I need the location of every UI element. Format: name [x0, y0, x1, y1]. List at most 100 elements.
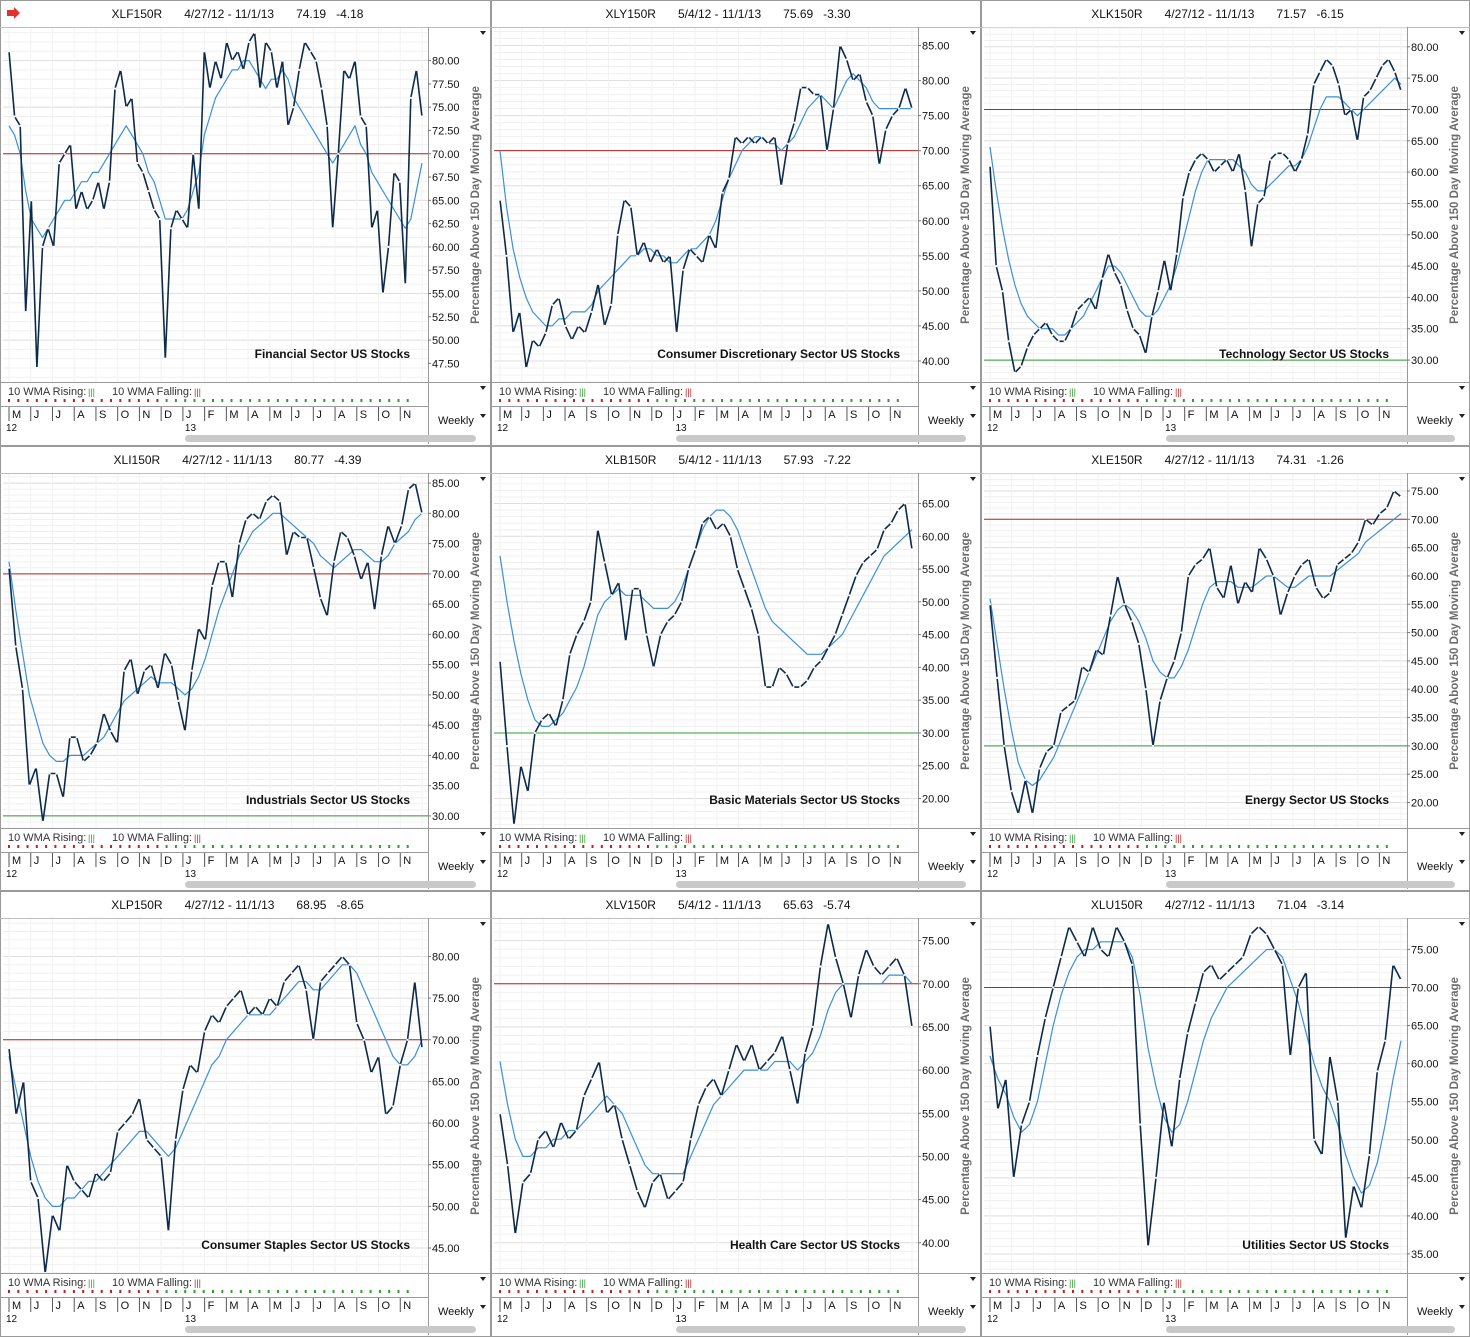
- data-point: [636, 254, 639, 257]
- data-point: [292, 530, 295, 533]
- wma-signal-dot: [859, 1290, 862, 1293]
- data-point: [533, 731, 536, 734]
- data-point: [377, 1055, 380, 1058]
- data-point: [164, 357, 167, 360]
- dropdown-triangle-icon[interactable]: [970, 1277, 976, 1281]
- panel-frame: [491, 0, 981, 446]
- dropdown-triangle-icon[interactable]: [1459, 477, 1465, 481]
- dropdown-triangle-icon[interactable]: [480, 386, 486, 390]
- wma-signal-dot: [1164, 1290, 1167, 1293]
- wma-signal-dot: [1118, 399, 1121, 402]
- horizontal-scrollbar[interactable]: [185, 435, 476, 442]
- wma-signal-dot: [1044, 399, 1047, 402]
- weekly-selector[interactable]: Weekly: [1417, 1306, 1453, 1318]
- dropdown-triangle-icon[interactable]: [480, 832, 486, 836]
- dropdown-triangle-icon[interactable]: [970, 922, 976, 926]
- data-point: [1258, 546, 1261, 549]
- wma-signal-dot: [1275, 845, 1277, 848]
- wma-signal-dot: [813, 845, 816, 848]
- data-point: [138, 1097, 141, 1100]
- data-point: [1275, 152, 1278, 155]
- rising-swatch: |||: [1069, 387, 1076, 397]
- horizontal-scrollbar[interactable]: [676, 1326, 966, 1333]
- data-point: [878, 163, 881, 166]
- data-point: [247, 40, 251, 44]
- dropdown-triangle-icon[interactable]: [480, 922, 486, 926]
- dropdown-triangle-icon[interactable]: [1459, 1277, 1465, 1281]
- data-point: [720, 1094, 723, 1098]
- dropdown-triangle-icon[interactable]: [1459, 1305, 1465, 1309]
- dropdown-triangle-icon[interactable]: [1459, 31, 1465, 35]
- weekly-selector[interactable]: Weekly: [928, 1306, 964, 1318]
- horizontal-scrollbar[interactable]: [1166, 881, 1455, 888]
- dropdown-triangle-icon[interactable]: [1459, 386, 1465, 390]
- data-point: [370, 1072, 373, 1075]
- month-label: J: [55, 409, 61, 421]
- horizontal-scrollbar[interactable]: [185, 881, 476, 888]
- dropdown-triangle-icon[interactable]: [1459, 414, 1465, 418]
- year-label: 13: [675, 869, 687, 880]
- dropdown-triangle-icon[interactable]: [480, 1277, 486, 1281]
- weekly-selector[interactable]: Weekly: [438, 1306, 474, 1318]
- horizontal-scrollbar[interactable]: [185, 1326, 476, 1333]
- wma-signal-dot: [776, 399, 779, 402]
- dropdown-triangle-icon[interactable]: [480, 477, 486, 481]
- horizontal-scrollbar[interactable]: [676, 435, 966, 442]
- weekly-selector[interactable]: Weekly: [1417, 415, 1453, 427]
- dropdown-triangle-icon[interactable]: [970, 477, 976, 481]
- dropdown-triangle-icon[interactable]: [970, 31, 976, 35]
- horizontal-scrollbar[interactable]: [676, 881, 966, 888]
- data-point: [22, 1080, 25, 1083]
- wma-signal-dot: [804, 845, 807, 848]
- dropdown-triangle-icon[interactable]: [970, 860, 976, 864]
- month-label: S: [1080, 855, 1087, 867]
- date-range-label: 4/27/12 - 11/1/13: [1165, 453, 1255, 467]
- data-point: [788, 1069, 791, 1072]
- data-point: [109, 730, 112, 733]
- data-point: [362, 1038, 366, 1041]
- wma-signal-dot: [1228, 1290, 1231, 1293]
- weekly-selector[interactable]: Weekly: [928, 861, 964, 873]
- data-point: [152, 1147, 155, 1150]
- horizontal-scrollbar[interactable]: [1166, 1326, 1455, 1333]
- dropdown-triangle-icon[interactable]: [480, 31, 486, 35]
- weekly-selector[interactable]: Weekly: [438, 415, 474, 427]
- data-point: [47, 227, 50, 230]
- wma-signal-dot: [776, 845, 779, 848]
- dropdown-triangle-icon[interactable]: [970, 1305, 976, 1309]
- wma-signal-dot: [674, 399, 677, 402]
- red-arrow-right-icon[interactable]: [7, 7, 20, 19]
- price-series-line: [499, 502, 913, 826]
- y-tick-label: 65.00: [432, 599, 460, 611]
- wma-signal-dot: [1302, 1290, 1305, 1293]
- dropdown-triangle-icon[interactable]: [970, 414, 976, 418]
- weekly-selector[interactable]: Weekly: [928, 415, 964, 427]
- month-label: A: [742, 1300, 750, 1312]
- date-range-label: 4/27/12 - 11/1/13: [182, 453, 272, 467]
- dropdown-triangle-icon[interactable]: [970, 386, 976, 390]
- wma-signal-dot: [748, 399, 751, 402]
- weekly-selector[interactable]: Weekly: [1417, 861, 1453, 873]
- y-axis-label: Percentage Above 150 Day Moving Average: [470, 532, 482, 770]
- wma-signal-dot: [360, 1290, 363, 1293]
- weekly-selector[interactable]: Weekly: [438, 861, 474, 873]
- wma-signal-dot: [1062, 1290, 1065, 1293]
- month-label: O: [1361, 855, 1370, 867]
- wma-signal-dot: [1118, 845, 1121, 848]
- dropdown-triangle-icon[interactable]: [480, 414, 486, 418]
- dropdown-triangle-icon[interactable]: [1459, 832, 1465, 836]
- data-point: [1020, 1123, 1023, 1126]
- horizontal-scrollbar[interactable]: [1166, 435, 1455, 442]
- data-point: [224, 560, 227, 563]
- dropdown-triangle-icon[interactable]: [480, 1305, 486, 1309]
- dropdown-triangle-icon[interactable]: [970, 832, 976, 836]
- dropdown-triangle-icon[interactable]: [1459, 860, 1465, 864]
- dropdown-triangle-icon[interactable]: [1459, 922, 1465, 926]
- data-point: [1337, 83, 1340, 86]
- wma-signal-dot: [887, 399, 890, 402]
- data-point: [858, 72, 861, 75]
- data-point: [827, 922, 830, 925]
- month-label: N: [1382, 409, 1390, 421]
- data-point: [662, 261, 665, 264]
- dropdown-triangle-icon[interactable]: [480, 860, 486, 864]
